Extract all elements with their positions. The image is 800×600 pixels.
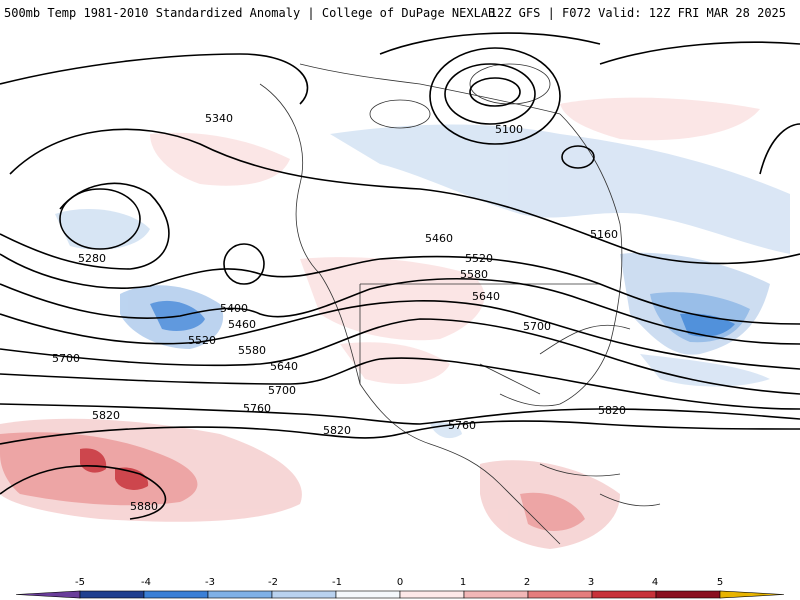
colorbar-segment: [79, 590, 145, 599]
colorbar-segment: [655, 590, 721, 599]
colorbar-segment: [335, 590, 401, 599]
map-header: 500mb Temp 1981-2010 Standardized Anomal…: [0, 0, 800, 24]
contour-label: 5580: [460, 268, 488, 281]
colorbar-segment: [207, 590, 273, 599]
product-title: 500mb Temp 1981-2010 Standardized Anomal…: [4, 6, 496, 20]
colorbar-segment: [399, 590, 465, 599]
colorbar-tick-label: 5: [716, 577, 724, 588]
colorbar-tick-label: 2: [523, 577, 531, 588]
contour-label: 5340: [205, 112, 233, 125]
colorbar-tick-label: 3: [587, 577, 595, 588]
contour-label-group: 5340 5100 5280 5160 5460 5520 5580 5640 …: [52, 112, 626, 513]
contour-label: 5640: [270, 360, 298, 373]
colorbar-segment: [527, 590, 593, 599]
colorbar-tick-label: -3: [205, 577, 215, 588]
contour-label: 5160: [590, 228, 618, 241]
contour-label: 5520: [465, 252, 493, 265]
contour-label: 5460: [228, 318, 256, 331]
colorbar-tick-label: 0: [396, 577, 404, 588]
contour-label: 5760: [243, 402, 271, 415]
height-contours: [0, 32, 800, 520]
contour-label: 5100: [495, 123, 523, 136]
contour-label: 5700: [52, 352, 80, 365]
colorbar-extend-arrow-right: [719, 590, 785, 599]
colorbar-segment: [591, 590, 657, 599]
model-run-info: 12Z GFS | F072 Valid: 12Z FRI MAR 28 202…: [489, 6, 786, 20]
colorbar-tick-label: -1: [332, 577, 342, 588]
colorbar-tick-label: 4: [651, 577, 659, 588]
contour-label: 5760: [448, 419, 476, 432]
colorbar-tick-label: -5: [75, 577, 85, 588]
contour-label: 5520: [188, 334, 216, 347]
weather-map: 5340 5100 5280 5160 5460 5520 5580 5640 …: [0, 24, 800, 576]
colorbar-tick-label: 1: [459, 577, 467, 588]
colorbar-segment: [271, 590, 337, 599]
contour-label: 5460: [425, 232, 453, 245]
contour-label: 5640: [472, 290, 500, 303]
contour-label: 5580: [238, 344, 266, 357]
map-canvas: 5340 5100 5280 5160 5460 5520 5580 5640 …: [0, 32, 800, 549]
colorbar-graphic: [15, 590, 785, 599]
contour-label: 5700: [523, 320, 551, 333]
contour-label: 5400: [220, 302, 248, 315]
anomaly-colorbar: -5 -4 -3 -2 -1 0 1 2 3 4 5: [0, 576, 800, 600]
contour-label: 5880: [130, 500, 158, 513]
contour-label: 5820: [323, 424, 351, 437]
colorbar-tick-label: -4: [141, 577, 151, 588]
colorbar-extend-arrow-left: [15, 590, 81, 599]
contour-label: 5820: [92, 409, 120, 422]
contour-label: 5700: [268, 384, 296, 397]
contour-label: 5820: [598, 404, 626, 417]
warm-anomaly-shading: [0, 97, 760, 549]
colorbar-segment: [143, 590, 209, 599]
colorbar-segment: [463, 590, 529, 599]
colorbar-tick-label: -2: [268, 577, 278, 588]
contour-label: 5280: [78, 252, 106, 265]
